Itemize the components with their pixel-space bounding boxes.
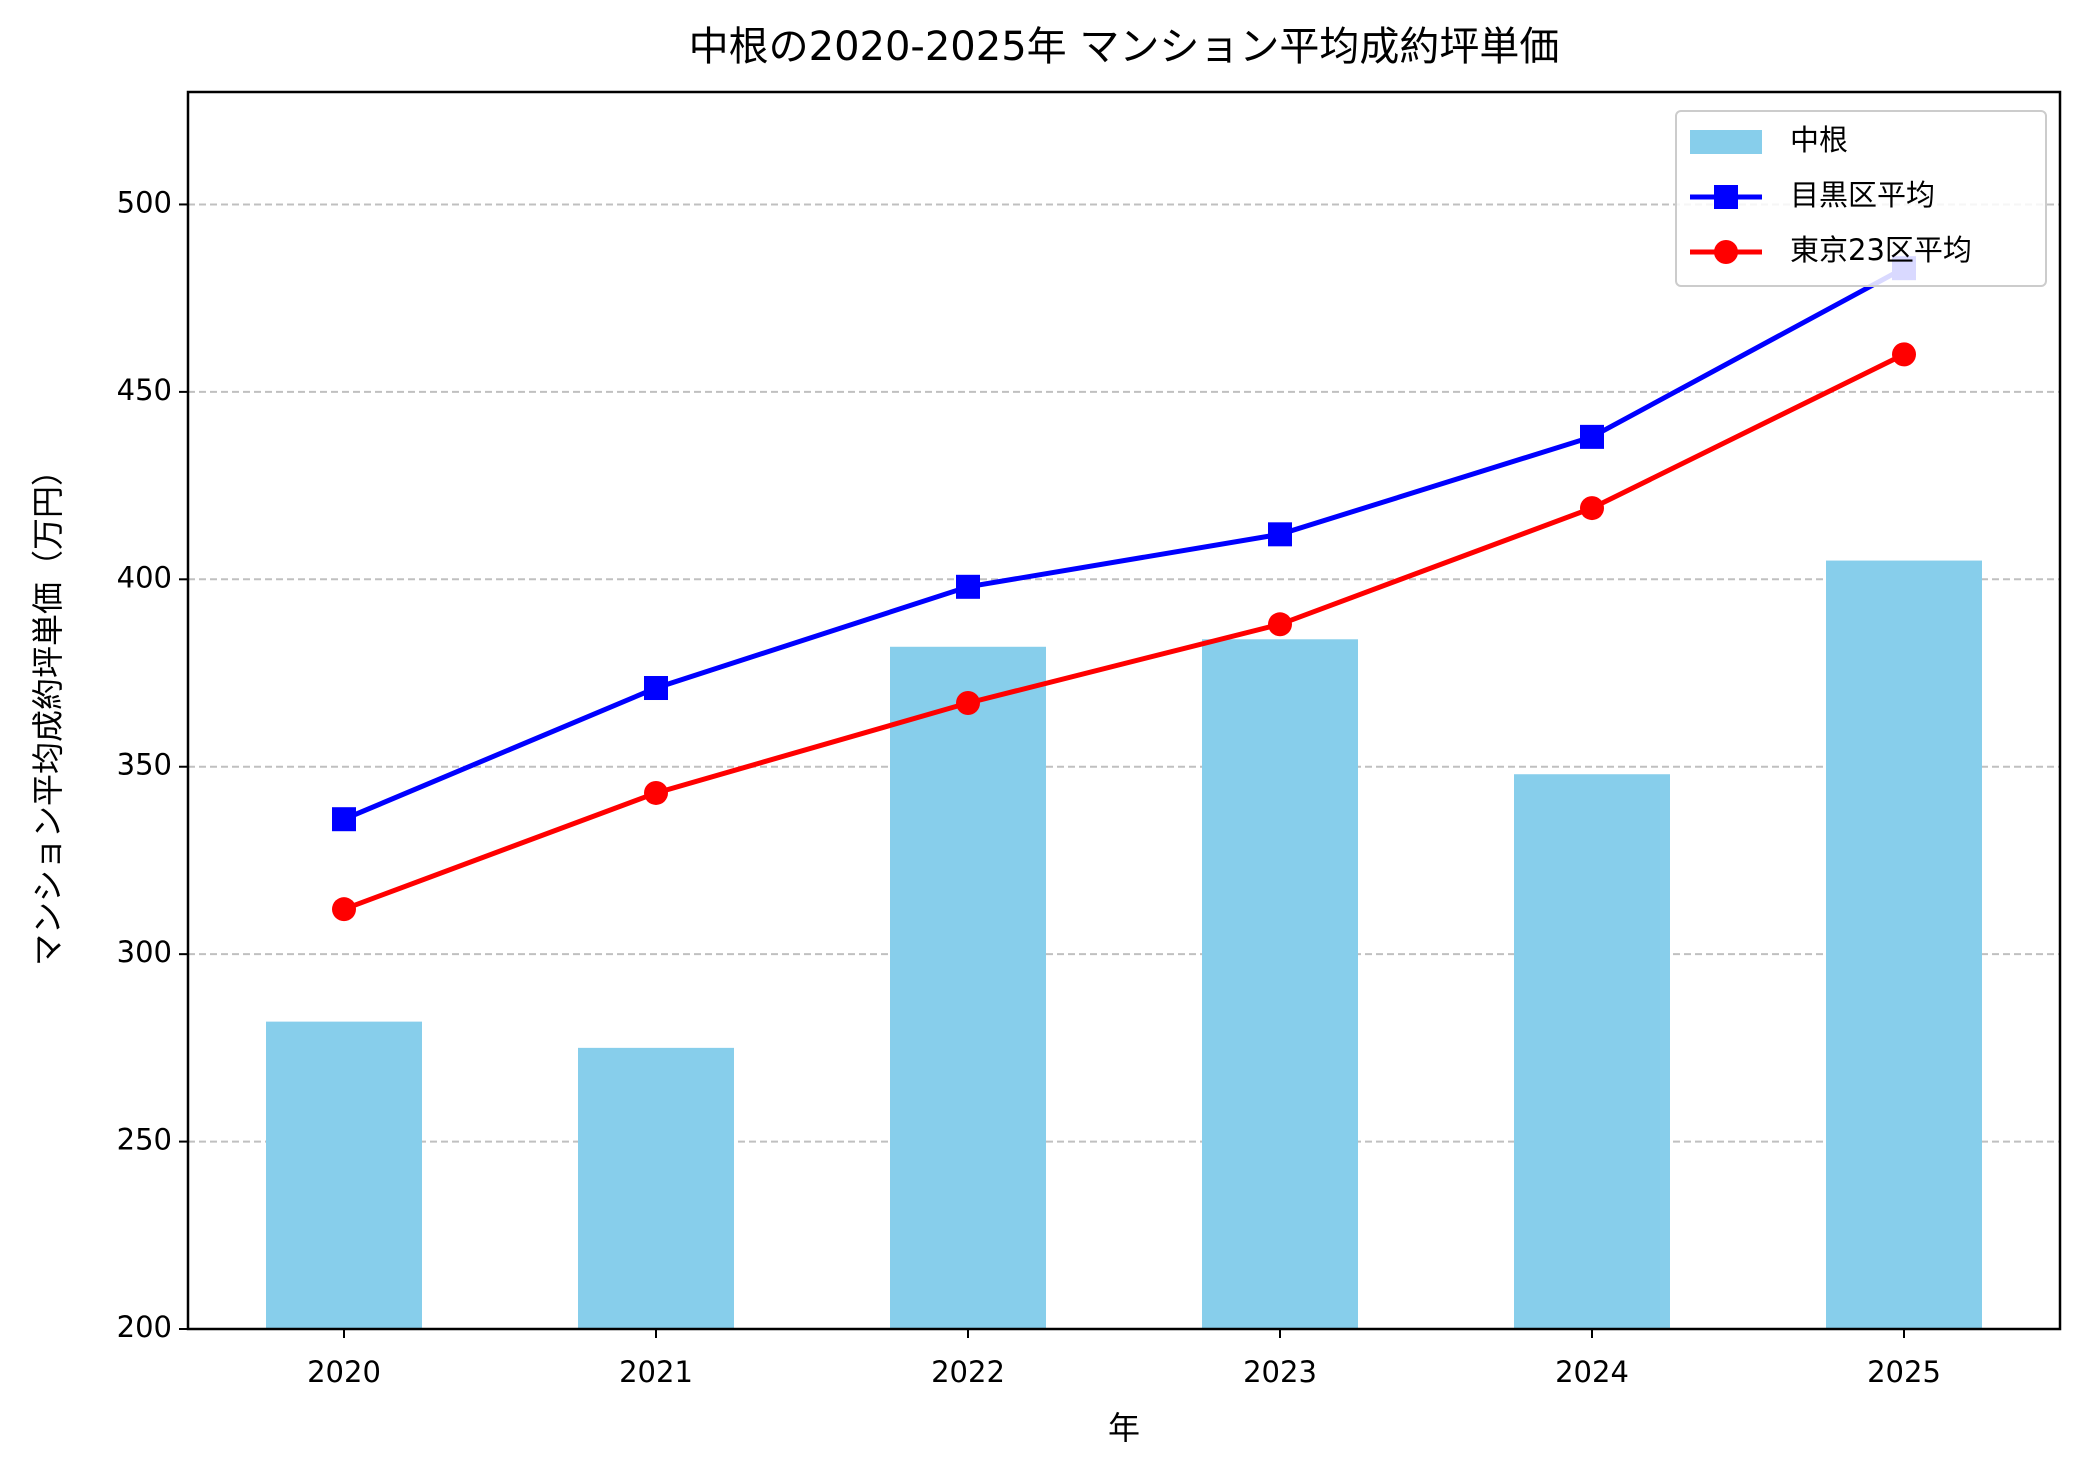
bar — [1202, 639, 1358, 1329]
legend-label: 東京23区平均 — [1790, 233, 1972, 267]
marker — [1714, 185, 1738, 209]
marker — [1580, 496, 1604, 521]
line — [343, 352, 1906, 912]
y-tick-label: 200 — [117, 1310, 172, 1344]
y-tick-label: 300 — [117, 935, 172, 969]
x-axis-label: 年 — [1108, 1409, 1140, 1447]
legend-label: 目黒区平均 — [1790, 178, 1935, 212]
marker — [1580, 424, 1604, 449]
x-tick-label: 2021 — [619, 1355, 693, 1389]
bar — [1826, 560, 1982, 1329]
marker — [1892, 342, 1916, 367]
x-tick-label: 2023 — [1243, 1355, 1317, 1389]
marker — [956, 574, 980, 599]
legend-swatch — [1690, 130, 1762, 154]
line — [343, 265, 1906, 822]
chart-title: 中根の2020-2025年 マンション平均成約坪単価 — [689, 24, 1560, 70]
marker — [644, 676, 668, 701]
y-tick-label: 450 — [117, 373, 172, 407]
x-tick-label: 2025 — [1867, 1355, 1941, 1389]
y-tick-label: 250 — [117, 1123, 172, 1157]
marker — [332, 897, 356, 922]
y-tick-label: 500 — [117, 185, 172, 219]
bar — [266, 1021, 422, 1329]
marker — [956, 691, 980, 716]
marker — [1268, 522, 1292, 547]
bar — [890, 646, 1046, 1329]
bar — [578, 1047, 734, 1329]
marker — [332, 807, 356, 832]
y-tick-label: 350 — [117, 748, 172, 782]
y-tick-label: 400 — [117, 560, 172, 594]
x-tick-label: 2020 — [307, 1355, 381, 1389]
x-tick-label: 2022 — [931, 1355, 1005, 1389]
marker — [644, 780, 668, 805]
y-axis-label: マンション平均成約坪単価（万円） — [29, 454, 67, 966]
bar — [1514, 774, 1670, 1329]
plot-frame — [186, 90, 2062, 1331]
marker — [1268, 612, 1292, 637]
legend-label: 中根 — [1790, 123, 1848, 157]
x-tick-label: 2024 — [1555, 1355, 1629, 1389]
legend-box — [1675, 110, 2047, 287]
marker — [1714, 240, 1738, 264]
